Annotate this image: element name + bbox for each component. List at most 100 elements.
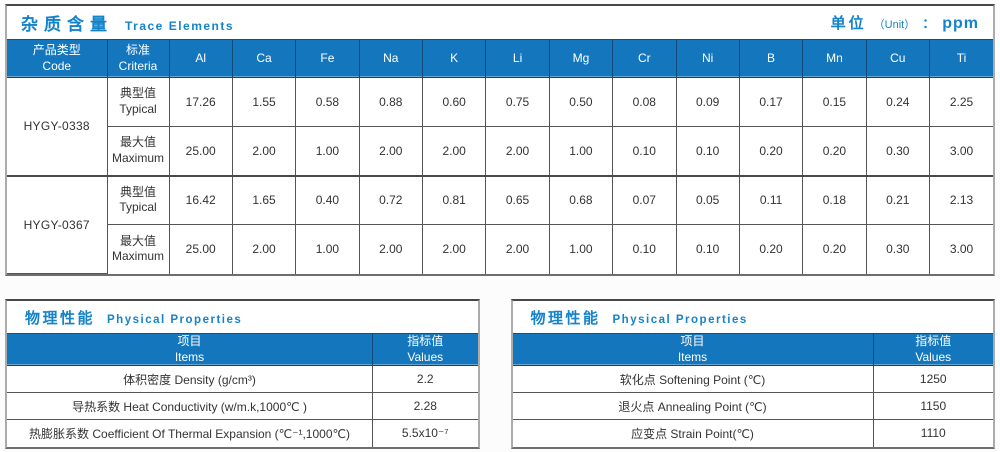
value-cell: 0.20 — [738, 126, 804, 176]
col-header-element-mn: Mn — [802, 39, 867, 78]
value-cell: 2.00 — [421, 224, 487, 274]
col-header-code-cn: 产品类型 — [32, 42, 81, 57]
col-header-items: 项目 Items — [512, 333, 874, 367]
value-cell: 3.00 — [929, 126, 993, 176]
value-cell: 0.05 — [675, 174, 740, 225]
col-header-element-mg: Mg — [548, 39, 614, 78]
trace-elements-title-band: 杂质含量 Trace Elements 单位 （Unit） ： ppm — [7, 6, 993, 39]
trace-elements-heading: 杂质含量 Trace Elements — [21, 10, 234, 35]
value-cell: 1.55 — [231, 77, 297, 127]
col-header-values-cn: 指标值 — [915, 334, 952, 348]
col-header-element-cu: Cu — [865, 39, 931, 78]
value-cell: 2.00 — [485, 126, 550, 176]
trace-elements-table: 产品类型 Code 标准 Criteria Al Ca Fe Na K Li M… — [7, 39, 993, 274]
criteria-en: Typical — [119, 102, 157, 116]
unit-label: 单位 （Unit） ： ppm — [831, 12, 979, 33]
value-cell: 0.40 — [295, 174, 360, 225]
criteria-cn: 典型值 — [119, 86, 156, 101]
value-cell: 2.00 — [358, 224, 424, 274]
value-cell: 0.65 — [485, 174, 550, 225]
value-cell: 0.60 — [421, 77, 487, 127]
trace-elements-card: 杂质含量 Trace Elements 单位 （Unit） ： ppm 产品类型… — [5, 4, 995, 276]
col-header-items-cn: 项目 — [680, 334, 705, 348]
value-cell: 0.21 — [865, 174, 931, 225]
property-value: 5.5x10⁻⁷ — [372, 419, 478, 447]
col-header-element-k: K — [421, 39, 487, 78]
col-header-code-en: Code — [42, 58, 72, 73]
criteria-en: Maximum — [111, 249, 164, 264]
physical-left-heading: 物理性能 Physical Properties — [25, 307, 242, 328]
table-row-0338-maximum: 最大值 Maximum 25.00 2.00 1.00 2.00 2.00 2.… — [7, 126, 993, 176]
table-row-annealing-point: 退火点 Annealing Point (℃) 1150 — [512, 392, 993, 421]
physical-right-table: 项目 Items 指标值 Values 软化点 Softening Point … — [512, 333, 993, 447]
physical-right-title-en: Physical Properties — [612, 313, 748, 326]
criteria-cn: 典型值 — [119, 184, 156, 199]
table-row-thermal-expansion: 热膨胀系数 Coefficient Of Thermal Expansion (… — [7, 419, 478, 447]
value-cell: 2.25 — [929, 77, 993, 127]
property-item: 导热系数 Heat Conductivity (w/m.k,1000℃ ) — [7, 392, 373, 421]
col-header-values: 指标值 Values — [372, 333, 478, 367]
unit-cn: 单位 — [830, 15, 867, 32]
col-header-element-al: Al — [168, 39, 233, 78]
criteria-cn: 最大值 — [119, 135, 156, 150]
value-cell: 1.00 — [548, 126, 614, 176]
product-code-0338: HYGY-0338 — [7, 77, 108, 176]
value-cell: 0.58 — [295, 77, 360, 127]
value-cell: 25.00 — [168, 126, 233, 176]
value-cell: 0.81 — [421, 174, 487, 225]
value-cell: 0.10 — [612, 224, 677, 274]
physical-properties-section: 物理性能 Physical Properties 项目 Items 指标值 Va… — [5, 299, 995, 449]
col-header-values-cn: 指标值 — [407, 334, 444, 348]
value-cell: 1.00 — [548, 224, 614, 274]
col-header-element-na: Na — [358, 39, 424, 78]
table-row-density: 体积密度 Density (g/cm³) 2.2 — [7, 365, 478, 394]
value-cell: 0.20 — [802, 126, 867, 176]
value-cell: 2.00 — [358, 126, 424, 176]
property-item: 退火点 Annealing Point (℃) — [512, 392, 874, 421]
value-cell: 25.00 — [168, 224, 233, 274]
physical-properties-card-right: 物理性能 Physical Properties 项目 Items 指标值 Va… — [510, 299, 995, 449]
value-cell: 3.00 — [929, 224, 993, 274]
value-cell: 0.10 — [675, 224, 740, 274]
value-cell: 0.20 — [738, 224, 804, 274]
col-header-values-en: Values — [407, 349, 444, 364]
unit-en: （Unit） — [873, 19, 916, 31]
physical-right-title-band: 物理性能 Physical Properties — [512, 301, 993, 333]
criteria-cell: 典型值 Typical — [106, 174, 170, 225]
criteria-cell: 最大值 Maximum — [107, 126, 170, 176]
table-row-softening-point: 软化点 Softening Point (℃) 1250 — [512, 365, 993, 394]
property-item: 体积密度 Density (g/cm³) — [7, 365, 373, 394]
trace-header-row: 产品类型 Code 标准 Criteria Al Ca Fe Na K Li M… — [7, 39, 993, 78]
product-code-0367: HYGY-0367 — [7, 174, 108, 274]
table-row-0367-typical: HYGY-0367 典型值 Typical 16.42 1.65 0.40 0.… — [7, 174, 993, 274]
physical-left-title-cn: 物理性能 — [25, 309, 96, 327]
property-value: 1110 — [872, 419, 993, 447]
value-cell: 0.24 — [865, 77, 931, 127]
value-cell: 0.75 — [485, 77, 550, 127]
value-cell: 0.72 — [358, 174, 424, 225]
value-cell: 16.42 — [168, 174, 233, 225]
table-row-heat-conductivity: 导热系数 Heat Conductivity (w/m.k,1000℃ ) 2.… — [7, 392, 478, 421]
value-cell: 0.15 — [802, 77, 867, 127]
col-header-items-cn: 项目 — [177, 334, 202, 348]
trace-title-cn: 杂质含量 — [21, 15, 113, 34]
col-header-values-en: Values — [915, 349, 952, 364]
property-value: 1250 — [872, 365, 993, 394]
col-header-items-en: Items — [677, 349, 708, 364]
value-cell: 0.07 — [612, 174, 677, 225]
col-header-element-ni: Ni — [675, 39, 740, 78]
table-row-strain-point: 应变点 Strain Point(℃) 1110 — [512, 419, 993, 447]
unit-colon: ： — [922, 16, 936, 31]
property-value: 1150 — [872, 392, 993, 421]
value-cell: 0.88 — [358, 77, 424, 127]
col-header-element-li: Li — [485, 39, 550, 78]
value-cell: 2.13 — [929, 174, 993, 225]
table-row-0367-maximum: 最大值 Maximum 25.00 2.00 1.00 2.00 2.00 2.… — [7, 224, 993, 274]
value-cell: 1.65 — [231, 174, 297, 225]
col-header-criteria-en: Criteria — [118, 58, 158, 73]
physical-right-title-cn: 物理性能 — [530, 309, 601, 327]
physical-right-header-row: 项目 Items 指标值 Values — [512, 333, 993, 367]
value-cell: 0.18 — [802, 174, 867, 225]
value-cell: 2.00 — [231, 126, 297, 176]
